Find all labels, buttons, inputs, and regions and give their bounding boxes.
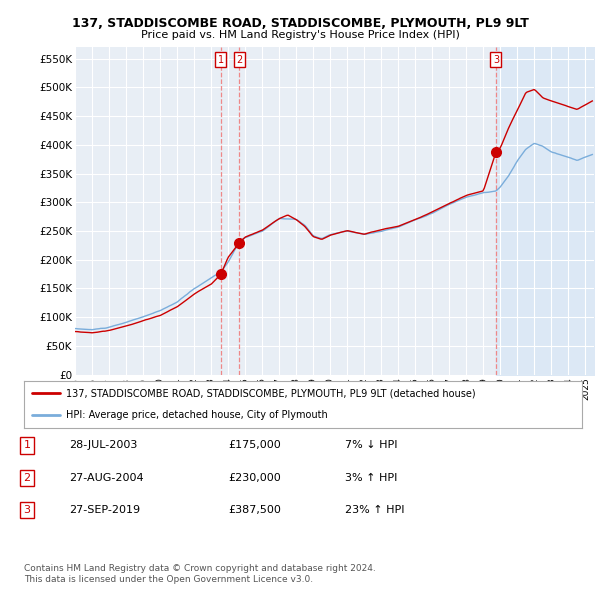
Text: £230,000: £230,000 (228, 473, 281, 483)
Text: Price paid vs. HM Land Registry's House Price Index (HPI): Price paid vs. HM Land Registry's House … (140, 30, 460, 40)
Text: 27-SEP-2019: 27-SEP-2019 (69, 506, 140, 515)
Text: 3: 3 (493, 55, 499, 65)
Text: 1: 1 (218, 55, 224, 65)
Text: £175,000: £175,000 (228, 441, 281, 450)
Text: £387,500: £387,500 (228, 506, 281, 515)
Text: 2: 2 (236, 55, 242, 65)
Text: 1: 1 (23, 441, 31, 450)
Text: 28-JUL-2003: 28-JUL-2003 (69, 441, 137, 450)
Text: 3: 3 (23, 506, 31, 515)
Text: 27-AUG-2004: 27-AUG-2004 (69, 473, 143, 483)
Text: 2: 2 (23, 473, 31, 483)
Text: Contains HM Land Registry data © Crown copyright and database right 2024.: Contains HM Land Registry data © Crown c… (24, 565, 376, 573)
Text: This data is licensed under the Open Government Licence v3.0.: This data is licensed under the Open Gov… (24, 575, 313, 584)
Text: 3% ↑ HPI: 3% ↑ HPI (345, 473, 397, 483)
Text: HPI: Average price, detached house, City of Plymouth: HPI: Average price, detached house, City… (66, 410, 328, 420)
Text: 7% ↓ HPI: 7% ↓ HPI (345, 441, 398, 450)
Text: 23% ↑ HPI: 23% ↑ HPI (345, 506, 404, 515)
Text: 137, STADDISCOMBE ROAD, STADDISCOMBE, PLYMOUTH, PL9 9LT: 137, STADDISCOMBE ROAD, STADDISCOMBE, PL… (71, 17, 529, 30)
Text: 137, STADDISCOMBE ROAD, STADDISCOMBE, PLYMOUTH, PL9 9LT (detached house): 137, STADDISCOMBE ROAD, STADDISCOMBE, PL… (66, 388, 475, 398)
